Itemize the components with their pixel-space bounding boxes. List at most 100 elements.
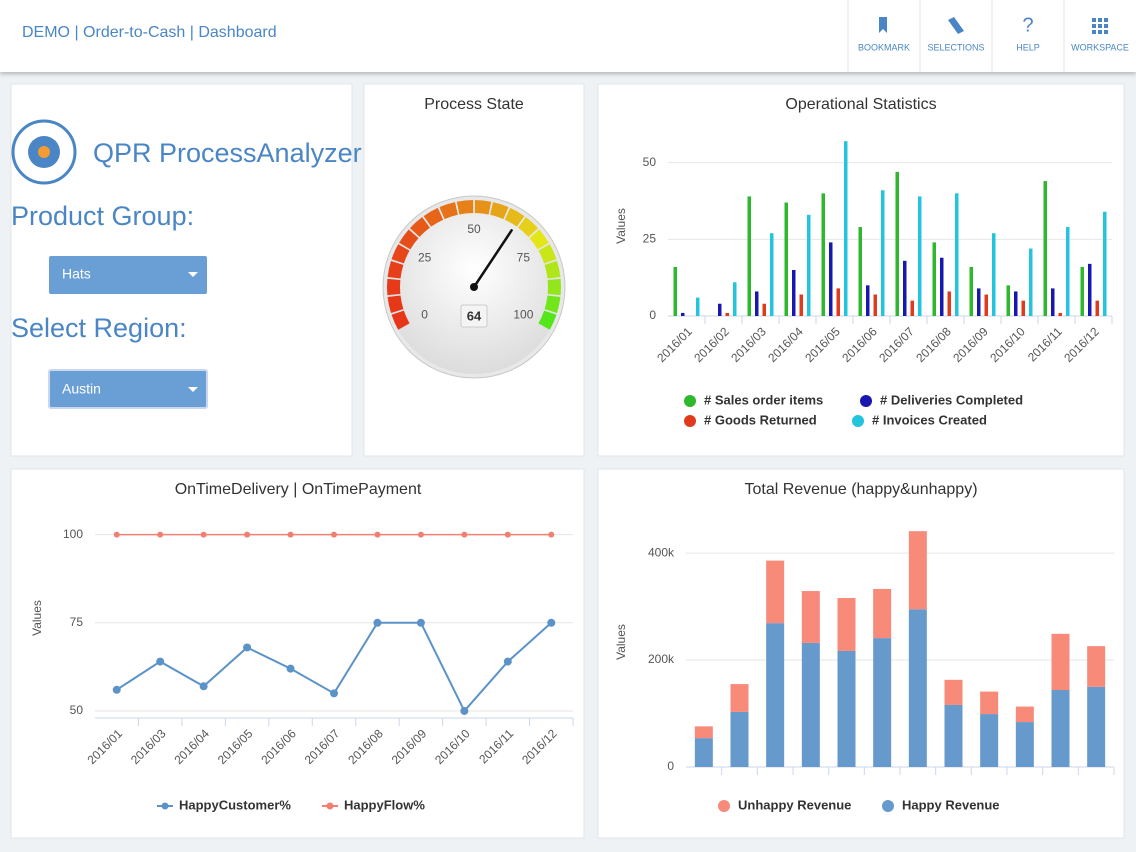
- legend-marker: [718, 800, 730, 812]
- bar-segment: [837, 598, 856, 651]
- bar: [1066, 227, 1070, 316]
- line-marker: [112, 685, 121, 694]
- bar: [984, 294, 988, 316]
- bar: [1006, 285, 1010, 316]
- y-tick-label: 75: [70, 615, 84, 629]
- bar: [918, 196, 922, 316]
- dropdown[interactable]: Hats: [49, 256, 207, 294]
- bar: [718, 303, 722, 316]
- bar-segment: [837, 650, 856, 767]
- gauge-tick-label: 75: [517, 251, 531, 265]
- bar: [955, 193, 959, 316]
- gauge-tick-label: 100: [513, 308, 533, 322]
- gauge-band: [391, 244, 410, 264]
- line-marker: [200, 531, 207, 538]
- bar: [947, 291, 951, 316]
- line-marker: [503, 657, 512, 666]
- legend-label: # Goods Returned: [704, 412, 817, 427]
- line-marker: [373, 618, 382, 627]
- gauge-band: [391, 310, 410, 330]
- y-axis-title: Values: [614, 208, 628, 244]
- header-title: DEMO | Order-to-Cash | Dashboard: [22, 24, 277, 41]
- gauge-tick-label: 0: [421, 308, 428, 322]
- bar-segment: [730, 711, 749, 767]
- gauge-needle: [472, 229, 513, 289]
- legend-label: # Invoices Created: [872, 412, 987, 427]
- line-marker: [461, 531, 468, 538]
- bar: [807, 214, 811, 316]
- bar: [1014, 291, 1018, 316]
- nav-selections[interactable]: SELECTIONS: [919, 0, 985, 72]
- chart-title: Process State: [424, 96, 524, 113]
- line-marker: [244, 531, 251, 538]
- nav-workspace[interactable]: WORKSPACE: [1063, 0, 1129, 72]
- bar: [733, 282, 737, 316]
- gauge-band: [544, 260, 561, 279]
- bar-segment: [908, 609, 927, 767]
- chart-title: OnTimeDelivery | OnTimePayment: [175, 481, 422, 498]
- bar-segment: [801, 591, 820, 643]
- legend-label: Unhappy Revenue: [738, 797, 851, 812]
- nav-bookmark[interactable]: BOOKMARK: [847, 0, 910, 72]
- line-marker: [157, 531, 164, 538]
- chart-title: Operational Statistics: [785, 96, 936, 113]
- bar: [673, 266, 677, 316]
- line-marker: [374, 531, 381, 538]
- bar-segment: [1051, 689, 1070, 767]
- legend-marker: [326, 802, 334, 810]
- gauge-band: [504, 207, 525, 227]
- bar: [866, 285, 870, 316]
- bar: [681, 312, 685, 316]
- bar: [992, 233, 996, 316]
- bar-segment: [766, 560, 785, 624]
- chart-title: Total Revenue (happy&unhappy): [744, 481, 977, 498]
- nav-label: HELP: [1016, 42, 1040, 52]
- bar: [1043, 181, 1047, 316]
- line-marker: [504, 531, 511, 538]
- legend-label: Happy Revenue: [902, 797, 1000, 812]
- gauge-band: [409, 217, 430, 237]
- line-marker: [243, 643, 252, 652]
- bar-segment: [873, 588, 892, 639]
- legend-marker: [684, 415, 696, 427]
- bar-segment: [1015, 722, 1034, 767]
- gauge-value-box: [460, 304, 488, 328]
- bar: [762, 303, 766, 316]
- y-tick-label: 0: [649, 308, 656, 322]
- filter-label: Select Region:: [11, 313, 187, 343]
- gauge-tick-label: 25: [418, 251, 432, 265]
- y-axis-title: Values: [30, 600, 44, 636]
- line-marker: [287, 531, 294, 538]
- header: [0, 0, 1136, 72]
- gauge-value: 64: [467, 308, 482, 323]
- bar-segment: [944, 704, 963, 767]
- bar-segment: [1051, 633, 1070, 690]
- bar: [1080, 266, 1084, 316]
- bar: [784, 202, 788, 316]
- line-marker: [547, 618, 556, 627]
- bar: [844, 141, 848, 316]
- dropdown-value: Hats: [62, 266, 91, 282]
- gauge-hub: [470, 283, 478, 291]
- line-panel: [10, 468, 585, 839]
- bar: [770, 233, 774, 316]
- bar-segment: [1087, 686, 1106, 767]
- gauge-band: [439, 202, 458, 220]
- gauge-band: [423, 207, 444, 227]
- bar: [1029, 248, 1033, 316]
- bar: [903, 260, 907, 316]
- legend-label: # Sales order items: [704, 392, 823, 407]
- bar-segment: [766, 623, 785, 767]
- gauge-band: [518, 217, 539, 237]
- dropdown[interactable]: Austin: [48, 369, 208, 409]
- bar: [792, 270, 796, 316]
- legend-label: HappyCustomer%: [179, 797, 291, 812]
- nav-help[interactable]: ? HELP: [991, 0, 1040, 72]
- bar-segment: [1087, 646, 1106, 687]
- line-marker: [416, 618, 425, 627]
- gauge-band: [387, 295, 404, 314]
- bar: [799, 294, 803, 316]
- line-marker: [113, 531, 120, 538]
- legend-marker: [882, 800, 894, 812]
